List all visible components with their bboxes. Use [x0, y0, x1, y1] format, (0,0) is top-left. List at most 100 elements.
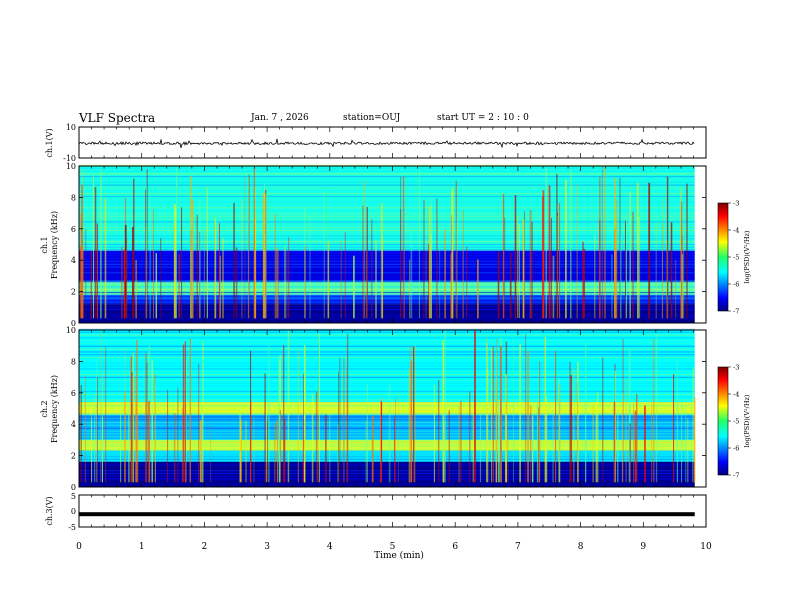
spectrogram-texture: [79, 243, 695, 246]
spectrogram-sferic: [327, 242, 330, 319]
spectrogram-sferic: [620, 234, 622, 319]
spectrogram-sferic: [565, 179, 567, 319]
spectrogram-texture: [79, 390, 695, 393]
spectrogram-sferic: [542, 190, 545, 319]
spectrogram-sferic: [570, 375, 572, 483]
spectrogram-texture: [79, 453, 695, 455]
spectrogram-texture: [79, 308, 695, 311]
spectrogram-texture: [79, 249, 695, 251]
station-label: station=OUJ: [343, 113, 401, 123]
ch2-ylabel-channel: ch.2: [40, 400, 49, 417]
spectrogram-texture: [79, 266, 695, 268]
spectrogram-sferic: [628, 349, 631, 483]
spectrogram-sferic: [123, 250, 126, 319]
spectrogram-sferic: [614, 370, 616, 483]
spectrogram-texture: [79, 464, 695, 466]
spectrogram-sferic: [255, 218, 257, 319]
spectrogram-texture: [79, 334, 695, 336]
spectrogram-sferic: [93, 175, 94, 319]
spectrogram-texture: [79, 382, 695, 384]
spectrogram-sferic: [479, 413, 482, 483]
spectrogram-sferic: [559, 384, 561, 483]
spectrogram-sferic: [160, 238, 162, 319]
spectrogram-sferic: [155, 253, 157, 319]
spectrogram-sferic: [283, 345, 285, 483]
spectrogram-sferic: [325, 414, 327, 483]
spectrogram-texture: [79, 229, 695, 231]
spectrogram-sferic: [235, 247, 238, 319]
ch2-spectrogram-image: [79, 328, 696, 487]
time-tick-label: 1: [139, 542, 145, 552]
spectrogram-sferic: [100, 330, 102, 483]
spectrogram-sferic: [201, 401, 203, 483]
spectrogram-sferic: [286, 250, 288, 319]
spectrogram-sferic: [284, 418, 286, 483]
spectrogram-sferic: [694, 397, 696, 483]
spectrogram-sferic: [517, 216, 519, 319]
spectrogram-sferic: [96, 223, 98, 319]
spectrogram-sferic: [153, 209, 154, 319]
spectrogram-texture: [79, 317, 695, 319]
spectrogram-sferic: [371, 415, 374, 483]
spectrogram-texture: [79, 357, 695, 359]
spectrogram-texture: [79, 277, 695, 279]
spectrogram-sferic: [491, 348, 492, 483]
spectrogram-sferic: [121, 246, 123, 319]
time-tick-label: 3: [264, 542, 270, 552]
spectrogram-texture: [79, 379, 695, 381]
spectrogram-texture: [79, 173, 695, 175]
spectrogram-sferic: [496, 338, 498, 483]
spectrogram-sferic: [550, 218, 552, 319]
spectrogram-texture: [79, 167, 695, 169]
spectrogram-texture: [79, 354, 695, 356]
spectrogram-sferic: [472, 407, 474, 483]
spectrogram-sferic: [151, 359, 153, 483]
spectrogram-sferic: [382, 236, 384, 319]
spectrogram-sferic: [181, 408, 184, 483]
ch1-waveform-panel: 10 -10 ch.1(V): [45, 123, 707, 163]
spectrogram-sferic: [297, 349, 299, 483]
ch1-colorbar-ticks: -3 -4 -5 -6 -7: [728, 200, 739, 316]
spectrogram-sferic: [189, 339, 191, 483]
spectrogram-sferic: [219, 255, 221, 319]
spectrogram-sferic: [409, 259, 411, 319]
spectrogram-sferic: [136, 340, 138, 483]
spectrogram-texture: [79, 458, 695, 460]
spectrogram-sferic: [276, 247, 278, 319]
spectrogram-sferic: [410, 227, 413, 319]
spectrogram-sferic: [264, 183, 265, 319]
spectrogram-sferic: [148, 401, 150, 483]
spectrogram-sferic: [513, 336, 514, 483]
spectrogram-sferic: [619, 177, 621, 319]
spectrogram-texture: [79, 399, 695, 401]
spectrogram-texture: [79, 280, 695, 282]
spectrogram-sferic: [276, 420, 278, 483]
spectrogram-texture: [79, 198, 695, 200]
spectrogram-texture: [79, 224, 695, 226]
spectrogram-texture: [79, 232, 695, 234]
spectrogram-sferic: [557, 215, 558, 319]
spectrogram-sferic: [582, 241, 584, 319]
spectrogram-texture: [79, 212, 695, 214]
spectrogram-sferic: [492, 345, 494, 483]
ch1-ylabel: ch.1(V): [45, 128, 54, 157]
colorbar-tick-label: -3: [733, 200, 739, 208]
spectrogram-texture: [79, 422, 695, 424]
spectrogram-texture: [79, 455, 695, 458]
spectrogram-sferic: [413, 346, 415, 483]
spectrogram-texture: [79, 433, 695, 435]
ch3-tick-top: 5: [71, 492, 76, 501]
spectrogram-sferic: [525, 334, 527, 483]
freq-tick-label: 10: [66, 162, 76, 171]
spectrogram-sferic: [597, 392, 599, 483]
spectrogram-sferic: [430, 234, 432, 319]
spectrogram-sferic: [576, 184, 578, 319]
spectrogram-texture: [79, 337, 695, 339]
spectrogram-sferic: [474, 330, 476, 483]
spectrogram-sferic: [552, 410, 554, 483]
spectrogram-sferic: [558, 377, 560, 483]
spectrogram-sferic: [284, 245, 286, 319]
spectrogram-texture: [79, 359, 695, 362]
spectrogram-sferic: [181, 207, 183, 319]
spectrogram-sferic: [403, 176, 405, 319]
